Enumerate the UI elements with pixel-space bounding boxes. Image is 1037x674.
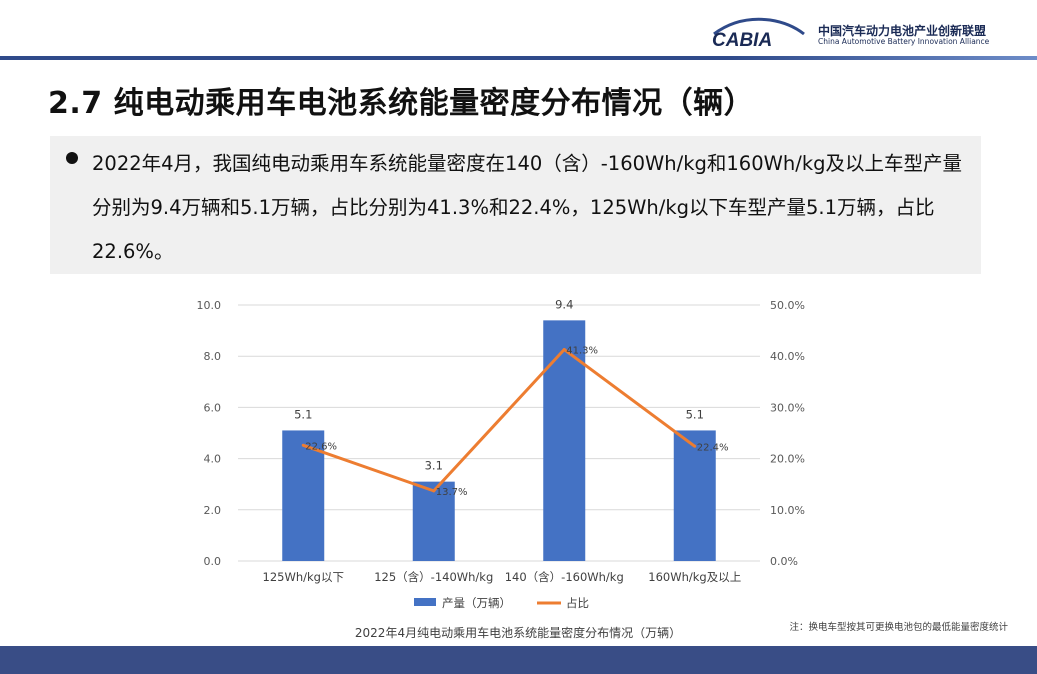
org-name-en: China Automotive Battery Innovation Alli… (818, 37, 990, 46)
bar (282, 430, 325, 561)
summary-box (50, 136, 981, 274)
org-name-cn: 中国汽车动力电池产业创新联盟 (818, 24, 987, 38)
bar-data-label: 9.4 (555, 297, 573, 311)
line-data-label: 22.6% (305, 441, 337, 452)
chart-note: 注：换电车型按其可更换电池包的最低能量密度统计 (789, 621, 1008, 633)
legend-label-bar: 产量（万辆） (442, 596, 511, 610)
x-tick-label: 160Wh/kg及以上 (648, 570, 741, 584)
line-data-label: 41.3% (566, 346, 598, 357)
bar (412, 481, 455, 561)
logo-car-arc (713, 17, 805, 36)
x-tick-label: 140（含）-160Wh/kg (505, 570, 624, 584)
x-tick-label: 125（含）-140Wh/kg (374, 570, 493, 584)
slide-title: 2.7 纯电动乘用车电池系统能量密度分布情况（辆） (48, 86, 755, 121)
y-tick-label: 2.0 (204, 504, 222, 517)
y-tick-label: 10.0 (197, 299, 222, 312)
line-data-label: 22.4% (697, 442, 729, 453)
y-tick-label: 8.0 (204, 350, 222, 363)
logo-text: CABIA (712, 30, 772, 48)
line-series-share (302, 348, 696, 493)
header-band (0, 56, 1037, 60)
line-point (432, 489, 436, 493)
bar-data-label: 3.1 (425, 459, 443, 473)
line-point (562, 348, 566, 352)
chart-caption: 2022年4月纯电动乘用车电池系统能量密度分布情况（万辆） (355, 625, 681, 640)
cabia-logo: CABIA (712, 17, 805, 48)
line-point (301, 443, 305, 447)
x-tick-label: 125Wh/kg以下 (263, 570, 344, 584)
line-point (693, 444, 697, 448)
y2-tick-label: 30.0% (770, 401, 805, 414)
y2-tick-label: 50.0% (770, 299, 805, 312)
footer-band (0, 646, 1037, 674)
bar-data-label: 5.1 (686, 407, 704, 421)
y-tick-label: 6.0 (204, 401, 222, 414)
bar-data-label: 5.1 (294, 407, 312, 421)
legend-label-line: 占比 (566, 596, 589, 610)
summary-text: 2022年4月，我国纯电动乘用车系统能量密度在140（含）-160Wh/kg和1… (92, 152, 962, 263)
bar (673, 430, 716, 561)
bullet-dot (66, 152, 78, 164)
line-data-label: 13.7% (436, 487, 468, 498)
legend-swatch-bar (414, 598, 436, 606)
y2-tick-label: 10.0% (770, 504, 805, 517)
y-tick-label: 0.0 (204, 555, 222, 568)
y2-tick-label: 0.0% (770, 555, 798, 568)
y-tick-label: 4.0 (204, 453, 222, 466)
y2-tick-label: 20.0% (770, 453, 805, 466)
y2-tick-label: 40.0% (770, 350, 805, 363)
